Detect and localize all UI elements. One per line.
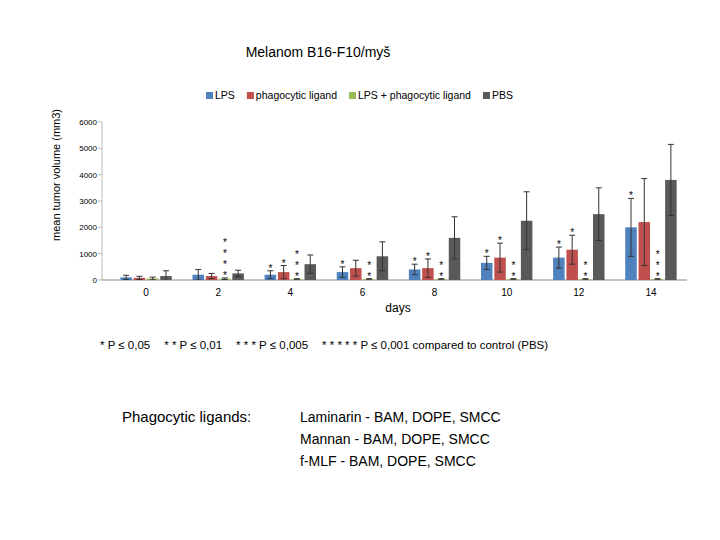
significance-mark: ** bbox=[367, 260, 371, 282]
error-bar bbox=[379, 242, 385, 271]
y-tick bbox=[98, 122, 102, 123]
significance-mark: * bbox=[629, 190, 633, 201]
footnote: * P ≤ 0,05 bbox=[100, 339, 150, 351]
y-tick-label: 4000 bbox=[79, 171, 97, 180]
significance-mark: * bbox=[268, 263, 272, 274]
plot-area bbox=[120, 144, 676, 280]
significance-mark: ** bbox=[439, 260, 443, 282]
x-tick-label: 0 bbox=[143, 287, 149, 298]
y-tick bbox=[98, 253, 102, 254]
y-axis-label: mean tumor volume (mm3) bbox=[50, 109, 62, 241]
error-bar bbox=[209, 273, 215, 278]
x-tick-label: 14 bbox=[645, 287, 657, 298]
significance-mark: ** bbox=[584, 260, 588, 282]
error-bar bbox=[150, 277, 156, 280]
y-tick-label: 3000 bbox=[79, 197, 97, 206]
legend-swatch bbox=[349, 92, 356, 99]
significance-mark: * bbox=[426, 251, 430, 262]
significance-mark: * bbox=[413, 256, 417, 267]
error-bar bbox=[641, 179, 647, 266]
title: Melanom B16-F10/myš bbox=[246, 44, 391, 60]
y-axis: 0 1000 2000 3000 4000 5000 6000 bbox=[79, 118, 102, 285]
legend-label: LPS bbox=[215, 89, 235, 101]
x-tick-label: 8 bbox=[432, 287, 438, 298]
y-tick bbox=[98, 280, 102, 281]
error-bar bbox=[123, 275, 129, 279]
error-bar bbox=[353, 260, 359, 276]
legend-label: PBS bbox=[492, 89, 513, 101]
legend: LPS phagocytic ligand LPS + phagocytic lig… bbox=[206, 89, 513, 101]
error-bar bbox=[497, 243, 503, 272]
y-tick-label: 5000 bbox=[79, 144, 97, 153]
significance-mark: * bbox=[570, 227, 574, 238]
x-tick-label: 4 bbox=[288, 287, 294, 298]
significance-mark: * bbox=[557, 239, 561, 250]
y-tick bbox=[98, 227, 102, 228]
chart: Melanom B16-F10/myš mean tumor volume (mm… bbox=[0, 0, 720, 540]
y-tick bbox=[98, 174, 102, 175]
x-tick-label: 10 bbox=[501, 287, 513, 298]
error-bar bbox=[569, 235, 575, 264]
significance-mark: **** bbox=[223, 237, 227, 281]
significance-mark: *** bbox=[295, 249, 299, 282]
significance-mark: * bbox=[485, 248, 489, 259]
x-tick-label: 2 bbox=[215, 287, 221, 298]
error-bar bbox=[556, 247, 562, 268]
footnote: * * P ≤ 0,01 bbox=[164, 339, 222, 351]
error-bar bbox=[163, 271, 169, 280]
error-bar bbox=[307, 255, 313, 273]
annotations: **************************** bbox=[223, 190, 660, 281]
y-tick bbox=[98, 201, 102, 202]
x-tick-label: 12 bbox=[573, 287, 585, 298]
y-tick bbox=[98, 148, 102, 149]
significance-mark: *** bbox=[656, 249, 660, 282]
footnote: * * * * * P ≤ 0,001 compared to control … bbox=[322, 339, 548, 351]
x-tick-label: 6 bbox=[360, 287, 366, 298]
error-bar bbox=[195, 269, 201, 280]
error-bar bbox=[452, 217, 458, 259]
legend-swatch bbox=[206, 92, 213, 99]
y-tick-label: 2000 bbox=[79, 223, 97, 232]
error-bar bbox=[628, 198, 634, 256]
legend-label: phagocytic ligand bbox=[256, 89, 337, 101]
error-bar bbox=[524, 192, 530, 250]
y-tick-label: 0 bbox=[93, 276, 98, 285]
ligand: Mannan - BAM, DOPE, SMCC bbox=[300, 431, 490, 447]
legend-swatch bbox=[483, 92, 490, 99]
legend-swatch bbox=[247, 92, 254, 99]
error-bar bbox=[235, 270, 241, 276]
significance-mark: * bbox=[498, 235, 502, 246]
y-tick-label: 1000 bbox=[79, 250, 97, 259]
footnote: * * * P ≤ 0,005 bbox=[236, 339, 308, 351]
error-bar bbox=[596, 188, 602, 241]
significance-mark: * bbox=[282, 258, 286, 269]
y-tick-label: 6000 bbox=[79, 118, 97, 127]
x-axis-label: days bbox=[385, 301, 410, 315]
ligand-title: Phagocytic ligands: bbox=[122, 408, 251, 425]
legend-label: LPS + phagocytic ligand bbox=[358, 89, 471, 101]
ligand: f-MLF - BAM, DOPE, SMCC bbox=[300, 453, 476, 469]
significance-mark: * bbox=[341, 259, 345, 270]
ligand: Laminarin - BAM, DOPE, SMCC bbox=[300, 409, 501, 425]
error-bar bbox=[136, 276, 142, 279]
significance-mark: ** bbox=[511, 260, 515, 282]
error-bar bbox=[668, 144, 674, 215]
